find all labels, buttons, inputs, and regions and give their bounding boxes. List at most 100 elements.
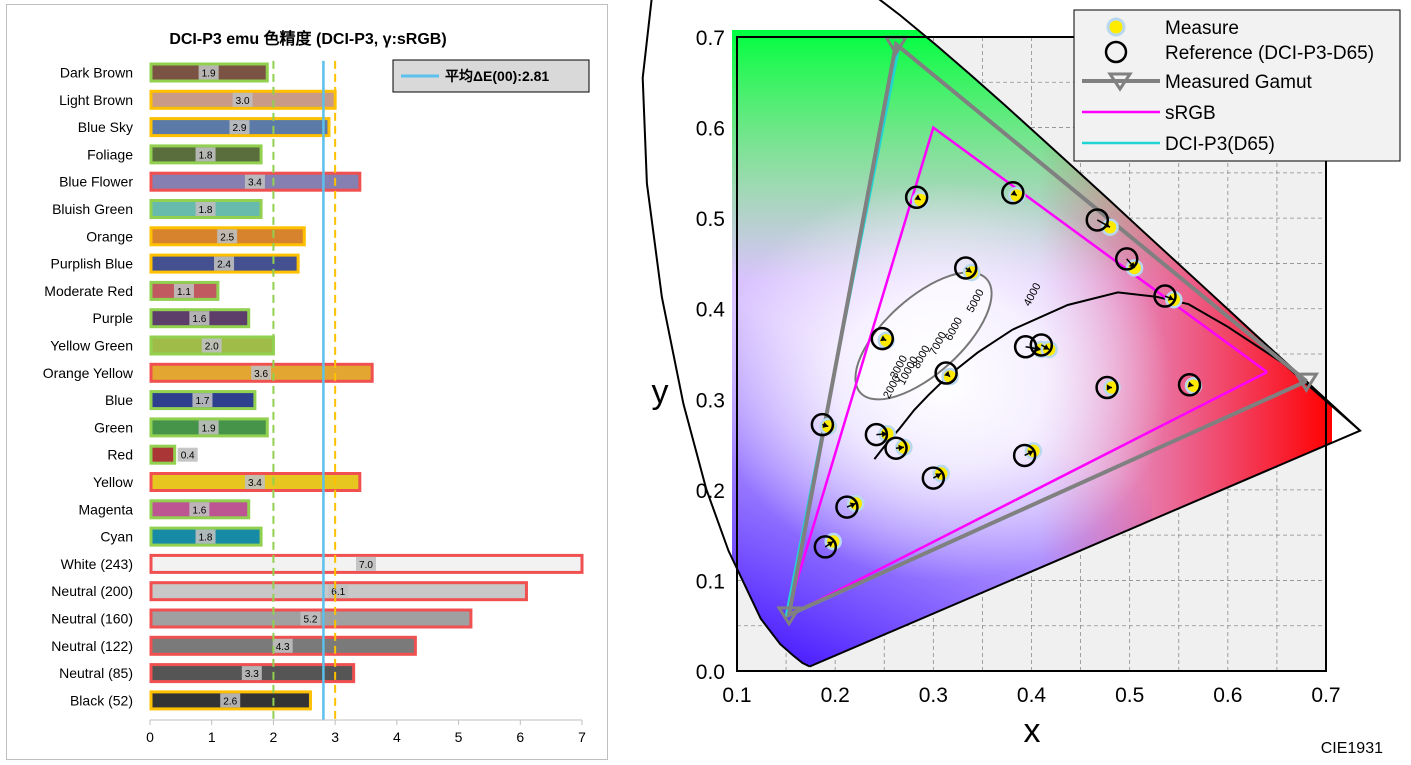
value-label: 1.8 bbox=[199, 533, 213, 544]
category-label: Moderate Red bbox=[44, 283, 133, 299]
delta-e-bar-chart: DCI-P3 emu 色精度 (DCI-P3, γ:sRGB) Dark Bro… bbox=[6, 4, 608, 760]
delta-arrow-head bbox=[944, 370, 951, 377]
value-label: 3.3 bbox=[245, 669, 259, 680]
category-label: Orange bbox=[86, 228, 133, 244]
category-label: Purple bbox=[93, 310, 134, 326]
value-label-bg bbox=[328, 584, 349, 599]
value-label: 6.1 bbox=[331, 587, 345, 598]
reference-point bbox=[1153, 284, 1177, 308]
value-label-bg bbox=[195, 147, 216, 162]
category-label: Dark Brown bbox=[60, 65, 133, 81]
value-label: 2.4 bbox=[217, 260, 231, 271]
delta-arrow-head bbox=[935, 473, 942, 479]
category-label: Magenta bbox=[79, 501, 134, 517]
value-label: 1.7 bbox=[196, 396, 210, 407]
x-tick-label: 0.3 bbox=[919, 684, 948, 707]
x-tick-label: 6 bbox=[516, 729, 524, 745]
category-label: Orange Yellow bbox=[43, 365, 134, 381]
x-tick-label: 0.1 bbox=[722, 684, 751, 707]
bar-legend: 平均ΔE(00):2.81 bbox=[392, 59, 590, 93]
value-label: 3.6 bbox=[254, 369, 268, 380]
legend-gamut-label: Measured Gamut bbox=[1165, 72, 1313, 93]
value-label-bg bbox=[189, 311, 210, 326]
cie-legend-box bbox=[1073, 9, 1401, 162]
value-label: 4.3 bbox=[276, 642, 290, 653]
measured-gamut-triangle bbox=[786, 40, 1308, 619]
delta-arrow-head bbox=[881, 431, 888, 438]
value-label-bg bbox=[232, 92, 253, 107]
delta-arrow-head bbox=[1027, 450, 1034, 457]
reference-point bbox=[1013, 335, 1038, 359]
value-label-bg bbox=[198, 65, 219, 80]
value-label-bg bbox=[251, 365, 272, 380]
x-tick-label: 0.5 bbox=[1115, 684, 1144, 707]
value-label-bg bbox=[229, 120, 250, 135]
reference-point bbox=[884, 436, 908, 460]
x-tick-label: 3 bbox=[331, 729, 339, 745]
value-label: 1.9 bbox=[202, 423, 216, 434]
category-label: Foliage bbox=[87, 146, 133, 162]
bar-14 bbox=[149, 444, 177, 465]
reference-point bbox=[835, 495, 859, 519]
category-label: Purplish Blue bbox=[51, 256, 134, 272]
y-tick-label: 0.7 bbox=[696, 27, 725, 50]
y-axis-title: y bbox=[652, 373, 669, 411]
value-label: 1.1 bbox=[177, 287, 191, 298]
legend-measure-marker bbox=[1106, 17, 1126, 37]
value-label: 5.2 bbox=[304, 615, 318, 626]
srgb-triangle bbox=[784, 125, 1268, 620]
gamut-vertex-marker bbox=[776, 606, 802, 627]
value-label-bg bbox=[173, 283, 194, 298]
delta-e-bar-svg: DCI-P3 emu 色精度 (DCI-P3, γ:sRGB) Dark Bro… bbox=[43, 29, 590, 745]
reference-point bbox=[1095, 375, 1119, 400]
bar-layer: Dark Brown 1.9 Light Brown 3.0 Blue Sky 2.9 Fo… bbox=[43, 60, 586, 745]
value-label: 1.9 bbox=[202, 69, 216, 80]
delta-arrow-head bbox=[1167, 294, 1174, 301]
x-tick-label: 5 bbox=[455, 729, 463, 745]
delta-arrow-head bbox=[822, 421, 829, 428]
value-label-bg bbox=[244, 475, 265, 489]
value-label: 2.9 bbox=[233, 123, 247, 134]
bar-chart-title: DCI-P3 emu 色精度 (DCI-P3, γ:sRGB) bbox=[169, 29, 446, 48]
value-label-bg bbox=[217, 229, 238, 244]
x-axis-title: x bbox=[1024, 712, 1041, 750]
delta-arrow-head bbox=[1010, 190, 1017, 196]
category-label: Yellow Green bbox=[50, 338, 133, 354]
category-label: Red bbox=[107, 447, 133, 463]
value-label-bg bbox=[214, 256, 235, 271]
value-label: 2.0 bbox=[205, 342, 219, 353]
category-label: Blue Flower bbox=[59, 174, 133, 190]
measurement-points bbox=[810, 181, 1203, 559]
delta-arrow-head bbox=[827, 541, 834, 547]
reference-point bbox=[1085, 208, 1110, 232]
reference-point bbox=[1114, 247, 1139, 271]
reference-point bbox=[1012, 443, 1037, 468]
value-label: 2.5 bbox=[220, 232, 234, 243]
y-tick-label: 0.1 bbox=[696, 570, 725, 593]
category-label: Blue bbox=[105, 392, 133, 408]
value-label-bg bbox=[241, 666, 262, 681]
category-label: Yellow bbox=[93, 474, 134, 490]
category-label: Neutral (160) bbox=[51, 611, 133, 627]
delta-arrow-head bbox=[965, 266, 972, 273]
category-label: White (243) bbox=[61, 556, 133, 572]
value-label-bg bbox=[198, 420, 219, 435]
reference-point bbox=[934, 361, 958, 385]
x-tick-label: 4 bbox=[393, 729, 401, 745]
x-tick-label: 0.6 bbox=[1213, 684, 1242, 707]
value-label-bg bbox=[244, 174, 265, 189]
value-label-bg bbox=[300, 611, 321, 626]
cie-legend: Measure Reference (DCI-P3-D65) Measured … bbox=[1073, 9, 1401, 162]
value-label-bg bbox=[195, 202, 216, 216]
legend-dcip3-label: DCI-P3(D65) bbox=[1165, 134, 1275, 155]
category-label: Neutral (200) bbox=[51, 583, 133, 599]
value-label: 3.0 bbox=[236, 96, 250, 107]
reference-point bbox=[810, 412, 835, 437]
reference-point bbox=[870, 326, 895, 351]
value-label: 1.6 bbox=[192, 505, 206, 516]
legend-srgb-label: sRGB bbox=[1165, 103, 1216, 124]
y-tick-label: 0.6 bbox=[696, 118, 725, 141]
reference-point bbox=[921, 466, 946, 490]
value-label-bg bbox=[189, 502, 210, 517]
x-tick-label: 0.2 bbox=[821, 684, 850, 707]
